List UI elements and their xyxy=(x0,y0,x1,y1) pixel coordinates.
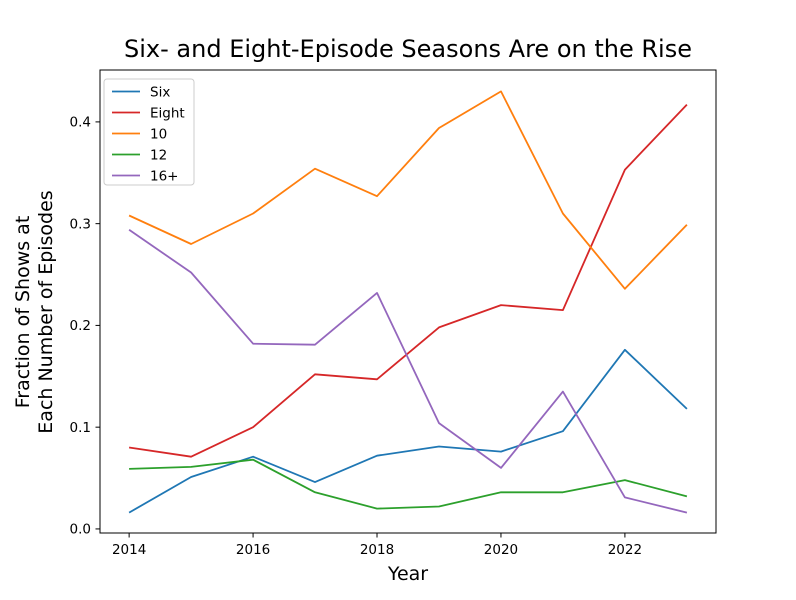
series-line-eight xyxy=(128,103,688,458)
y-tick-label-0.1: 0.1 xyxy=(70,420,91,436)
series-line-six xyxy=(128,348,688,514)
chart-title: Six- and Eight-Episode Seasons Are on th… xyxy=(124,35,692,63)
series-group xyxy=(128,90,688,514)
series-line-10 xyxy=(128,90,688,290)
legend-label-12: 12 xyxy=(150,147,167,163)
x-tick-label-2014: 2014 xyxy=(112,542,146,558)
legend-item-eight: Eight xyxy=(112,105,185,121)
y-axis-ticks: 0.0 0.1 0.2 0.3 0.4 xyxy=(70,115,100,538)
legend-label-10: 10 xyxy=(150,126,167,142)
y-tick-label-0.2: 0.2 xyxy=(70,318,91,334)
legend-item-12: 12 xyxy=(112,147,167,163)
legend: Six Eight 10 12 16+ xyxy=(103,78,195,186)
series-line-12 xyxy=(129,458,688,510)
legend-item-16-plus: 16+ xyxy=(112,168,179,184)
y-axis-label-line-1: Fraction of Shows at xyxy=(12,216,34,409)
x-tick-label-2020: 2020 xyxy=(484,542,518,558)
x-tick-label-2018: 2018 xyxy=(360,542,394,558)
legend-box xyxy=(103,78,195,186)
legend-label-six: Six xyxy=(150,84,170,100)
plot-area xyxy=(100,70,716,533)
axes-spines xyxy=(99,69,717,534)
x-tick-label-2022: 2022 xyxy=(608,542,642,558)
y-tick-label-0.4: 0.4 xyxy=(70,115,91,131)
legend-item-10: 10 xyxy=(112,126,167,142)
legend-label-eight: Eight xyxy=(150,105,185,121)
legend-item-six: Six xyxy=(112,84,170,100)
y-tick-label-0.0: 0.0 xyxy=(70,522,91,538)
legend-label-16-plus: 16+ xyxy=(150,168,179,184)
series-line-16-plus xyxy=(128,229,688,514)
x-tick-label-2016: 2016 xyxy=(236,542,270,558)
x-axis-ticks: 2014 2016 2018 2020 2022 xyxy=(112,533,642,558)
x-axis-label: Year xyxy=(387,563,428,585)
y-axis-label-line-2: Each Number of Episodes xyxy=(35,190,57,433)
y-tick-label-0.3: 0.3 xyxy=(70,216,91,232)
